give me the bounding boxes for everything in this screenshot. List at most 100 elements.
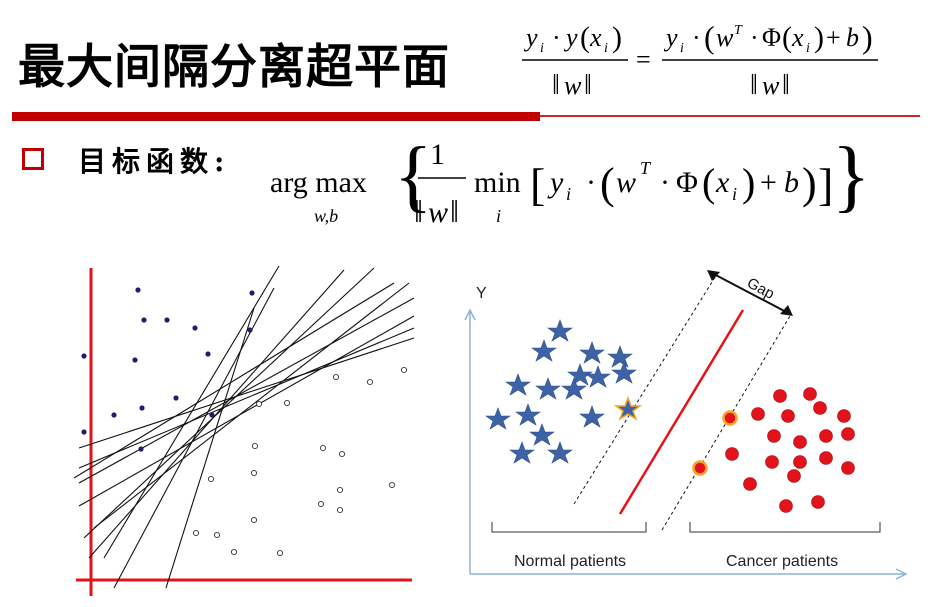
- cancer-patient-dot: [811, 495, 825, 509]
- formula-lhs-den: w: [564, 71, 582, 100]
- normal-patient-star: [547, 319, 573, 342]
- cancer-patient-dot: [751, 407, 765, 421]
- class-b-point: [317, 500, 325, 508]
- class-b-point: [400, 366, 408, 374]
- class-a-point: [173, 395, 179, 401]
- formula-equals: =: [636, 45, 651, 74]
- candidate-line: [103, 265, 280, 559]
- normal-patient-star: [585, 365, 611, 388]
- formula-rhs-dot2: ·: [750, 23, 759, 52]
- class-b-point: [255, 400, 263, 408]
- class-a-point: [247, 327, 253, 333]
- obj-one: 1: [430, 138, 445, 171]
- formula-lhs-norm-right: ‖: [584, 70, 592, 101]
- class-b-point: [250, 469, 258, 477]
- obj-paren2-open: (: [702, 160, 715, 205]
- formula-rhs-w: w: [716, 23, 734, 52]
- formula-rhs-b: b: [846, 23, 859, 52]
- class-a-point: [81, 353, 87, 359]
- margin-formula: y i · y ( x i ) ‖ w ‖ = y i · ( w T · Φ …: [522, 19, 878, 101]
- candidate-line: [78, 327, 415, 469]
- class-a-point: [164, 317, 170, 323]
- obj-norm-w: w: [428, 196, 448, 229]
- support-vector-dot: [692, 460, 708, 476]
- obj-norm-right: ‖: [450, 193, 459, 229]
- class-b-point: [336, 486, 344, 494]
- normal-patients-label: Normal patients: [514, 553, 626, 570]
- formula-lhs-y2: y: [563, 23, 578, 52]
- obj-b: b: [784, 166, 799, 199]
- normal-patient-star: [607, 345, 633, 368]
- class-b-point: [276, 549, 284, 557]
- obj-y-sub: i: [566, 184, 571, 204]
- formula-rhs-y-sub: i: [680, 41, 684, 56]
- formula-rhs-phi: Φ: [762, 23, 781, 52]
- candidate-line: [78, 297, 415, 484]
- formula-rhs-paren2-close: ): [814, 21, 824, 54]
- hollow-points: [192, 366, 408, 557]
- obj-brace-open: {: [394, 132, 432, 220]
- cancer-patient-dot: [725, 447, 739, 461]
- cancer-patient-dot: [787, 469, 801, 483]
- formula-lhs-y: y: [523, 23, 538, 52]
- formula-lhs-sub: i: [540, 41, 544, 56]
- formula-lhs-norm-left: ‖: [552, 70, 560, 101]
- class-b-point: [251, 442, 259, 450]
- candidate-hyperplanes-figure: [74, 265, 415, 596]
- cancer-bracket: [689, 522, 881, 533]
- formula-rhs-y: y: [663, 23, 678, 52]
- class-b-point: [366, 378, 374, 386]
- obj-x: x: [715, 166, 730, 199]
- obj-y: y: [547, 166, 564, 199]
- obj-T: T: [640, 158, 652, 178]
- cancer-patient-dot: [813, 401, 827, 415]
- cancer-patient-dot: [837, 409, 851, 423]
- dots: [692, 387, 855, 513]
- normal-patient-star: [515, 403, 541, 426]
- obj-dot2: ·: [660, 166, 670, 199]
- candidate-line: [93, 282, 410, 529]
- class-b-point: [283, 399, 291, 407]
- obj-paren-close: ): [802, 159, 817, 208]
- normal-patient-star: [531, 339, 557, 362]
- class-b-point: [250, 516, 258, 524]
- class-a-point: [141, 317, 147, 323]
- title-rule-red: [12, 112, 540, 121]
- formula-lhs-dot: ·: [552, 23, 561, 52]
- obj-bracket-close: ]: [818, 159, 833, 210]
- class-a-point: [209, 412, 215, 418]
- class-b-point: [213, 531, 221, 539]
- formula-rhs-den: w: [762, 71, 780, 100]
- normal-patient-star: [509, 441, 535, 464]
- normal-patient-star: [505, 373, 531, 396]
- normal-patient-star: [547, 441, 573, 464]
- normal-patient-star: [529, 423, 555, 446]
- right-x-arrow: [895, 568, 908, 580]
- candidate-line: [83, 267, 375, 539]
- cancer-patient-dot: [781, 409, 795, 423]
- formula-rhs-paren-open: (: [704, 19, 715, 55]
- candidate-lines: [74, 265, 415, 589]
- candidate-line: [113, 287, 275, 589]
- candidate-line: [88, 269, 345, 559]
- class-b-point: [332, 373, 340, 381]
- cancer-patient-dot: [765, 455, 779, 469]
- cancer-patient-dot: [767, 429, 781, 443]
- support-vector-star: [613, 395, 643, 421]
- formula-lhs-paren-open: (: [580, 21, 590, 54]
- page-title: 最大间隔分离超平面: [18, 40, 450, 95]
- obj-bracket-open: [: [530, 159, 545, 210]
- normal-patient-star: [611, 361, 637, 384]
- class-b-point: [388, 481, 396, 489]
- class-a-point: [249, 290, 255, 296]
- formula-lhs-x: x: [589, 23, 602, 52]
- normal-bracket: [491, 522, 647, 533]
- right-y-arrow: [464, 308, 476, 321]
- support-vector-dot: [722, 410, 738, 426]
- formula-rhs-x-sub: i: [806, 41, 810, 56]
- obj-x-sub: i: [732, 184, 737, 204]
- normal-patient-star: [561, 377, 587, 400]
- y-axis-label: Y: [476, 285, 487, 302]
- cancer-patients-label: Cancer patients: [726, 553, 838, 570]
- formula-rhs-plus: +: [826, 23, 841, 52]
